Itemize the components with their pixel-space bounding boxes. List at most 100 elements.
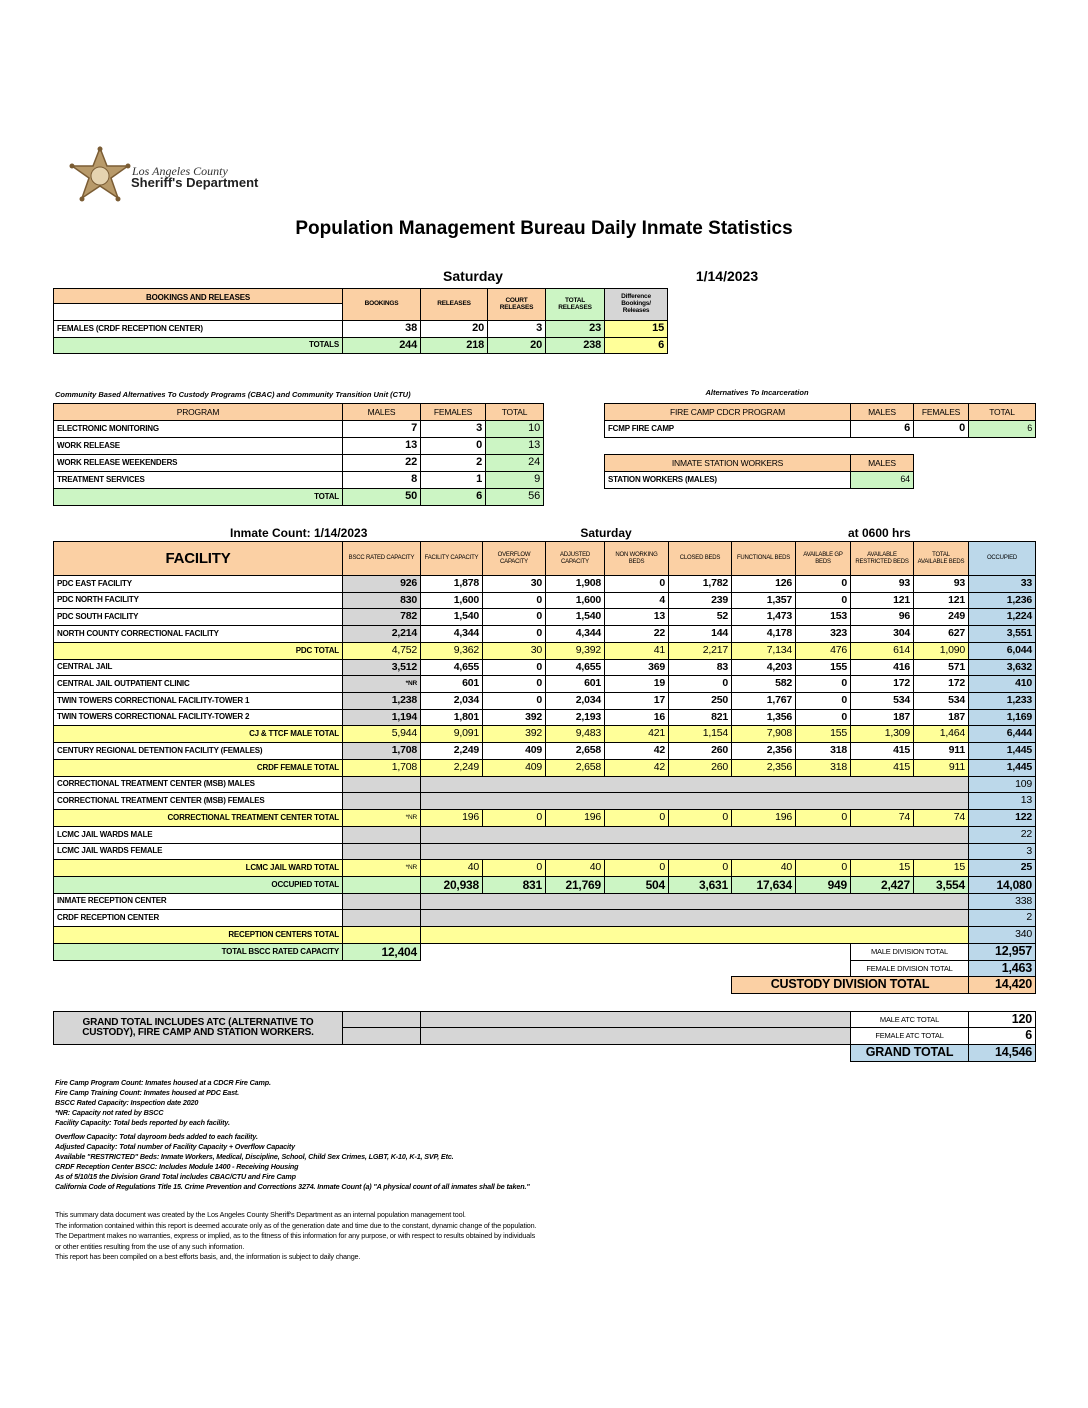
column-header: ADJUSTED CAPACITY bbox=[545, 541, 605, 576]
occupied-value: 25 bbox=[968, 859, 1036, 877]
value: 911 bbox=[913, 742, 969, 760]
value: 20 bbox=[420, 320, 488, 338]
value: 1,540 bbox=[420, 608, 483, 626]
empty-cell bbox=[342, 843, 421, 860]
value: 187 bbox=[850, 709, 914, 726]
value: 22 bbox=[342, 454, 421, 472]
row-label: WORK RELEASE WEEKENDERS bbox=[53, 454, 343, 472]
value: 409 bbox=[482, 742, 546, 760]
value: 0 bbox=[604, 809, 669, 827]
row-label: OCCUPIED TOTAL bbox=[53, 876, 343, 894]
row-label: STATION WORKERS (MALES) bbox=[604, 471, 851, 489]
value: 244 bbox=[342, 337, 421, 354]
value: 1,801 bbox=[420, 709, 483, 726]
value: 155 bbox=[795, 659, 851, 676]
row-label: PDC TOTAL bbox=[53, 642, 343, 660]
value: 1,464 bbox=[913, 725, 969, 743]
value: 30 bbox=[482, 575, 546, 593]
value: 2,249 bbox=[420, 742, 483, 760]
table-caption: Community Based Alternatives To Custody … bbox=[55, 390, 411, 399]
disclaimer-line: The Department makes no warranties, expr… bbox=[55, 1231, 536, 1241]
value: 2,249 bbox=[420, 759, 483, 777]
row-label: CENTURY REGIONAL DETENTION FACILITY (FEM… bbox=[53, 742, 343, 760]
row-label: INMATE RECEPTION CENTER bbox=[53, 893, 343, 910]
value: 4,752 bbox=[342, 642, 421, 660]
occupied-value: 1,445 bbox=[968, 742, 1036, 760]
value: 0 bbox=[420, 437, 486, 455]
division-label: MALE DIVISION TOTAL bbox=[850, 943, 969, 961]
value: 10 bbox=[485, 420, 544, 438]
value: 155 bbox=[795, 725, 851, 743]
value: 2,034 bbox=[420, 692, 483, 710]
value: 172 bbox=[913, 675, 969, 693]
row-label: TOTAL BSCC RATED CAPACITY bbox=[53, 943, 343, 961]
row-label: CORRECTIONAL TREATMENT CENTER (MSB) FEMA… bbox=[53, 792, 343, 810]
value: 6 bbox=[968, 420, 1036, 438]
grand-total-value: 14,546 bbox=[968, 1044, 1036, 1062]
value: 1,878 bbox=[420, 575, 483, 593]
value: 2 bbox=[420, 454, 486, 472]
footnote: *NR: Capacity not rated by BSCC bbox=[55, 1108, 164, 1118]
column-header: FACILITY bbox=[53, 541, 343, 576]
value: 4,344 bbox=[545, 625, 605, 643]
value: 0 bbox=[482, 809, 546, 827]
value: 0 bbox=[668, 809, 732, 827]
value: 6 bbox=[604, 337, 668, 354]
cell bbox=[53, 303, 343, 321]
empty-cell bbox=[342, 1011, 421, 1028]
value: 42 bbox=[604, 759, 669, 777]
value: 0 bbox=[795, 592, 851, 609]
occupied-value: 3 bbox=[968, 843, 1036, 860]
value: 15 bbox=[850, 859, 914, 877]
value: 0 bbox=[482, 608, 546, 626]
value: 2,658 bbox=[545, 759, 605, 777]
value: 534 bbox=[850, 692, 914, 710]
value: 7,134 bbox=[731, 642, 796, 660]
value: 9 bbox=[485, 471, 544, 489]
value: 571 bbox=[913, 659, 969, 676]
value: 1,708 bbox=[342, 759, 421, 777]
occupied-value: 33 bbox=[968, 575, 1036, 593]
value: 1,194 bbox=[342, 709, 421, 726]
occupied-value: 410 bbox=[968, 675, 1036, 693]
value: 1,600 bbox=[545, 592, 605, 609]
value: 1,708 bbox=[342, 742, 421, 760]
value: 17 bbox=[604, 692, 669, 710]
value: 9,091 bbox=[420, 725, 483, 743]
day: Saturday bbox=[443, 268, 503, 284]
column-header: FACILITY CAPACITY bbox=[420, 541, 483, 576]
value: 250 bbox=[668, 692, 732, 710]
value: 56 bbox=[485, 488, 544, 506]
occupied-value: 1,233 bbox=[968, 692, 1036, 710]
value: 1,356 bbox=[731, 709, 796, 726]
value: 64 bbox=[850, 471, 914, 489]
grand-total-note: GRAND TOTAL INCLUDES ATC (ALTERNATIVE TO… bbox=[53, 1011, 343, 1045]
grand-total-value: 6 bbox=[968, 1027, 1036, 1045]
division-value: 14,420 bbox=[968, 976, 1036, 994]
value: 20 bbox=[487, 337, 546, 354]
footnote: Adjusted Capacity: Total number of Facil… bbox=[55, 1141, 295, 1151]
value: 0 bbox=[913, 420, 969, 438]
value: 4,203 bbox=[731, 659, 796, 676]
column-header: FUNCTIONAL BEDS bbox=[731, 541, 796, 576]
value: 415 bbox=[850, 759, 914, 777]
row-label: LCMC JAIL WARD TOTAL bbox=[53, 859, 343, 877]
value: 1,600 bbox=[420, 592, 483, 609]
table-caption: Alternatives To Incarceration bbox=[705, 388, 809, 397]
value: 1,767 bbox=[731, 692, 796, 710]
count-day: Saturday bbox=[580, 526, 632, 540]
row-label: LCMC JAIL WARDS FEMALE bbox=[53, 843, 343, 860]
occupied-value: 109 bbox=[968, 776, 1036, 793]
value: 153 bbox=[795, 608, 851, 626]
division-label: FEMALE DIVISION TOTAL bbox=[850, 960, 969, 977]
footnote: Facility Capacity: Total beds reported b… bbox=[55, 1118, 230, 1128]
row-label: FEMALES (CRDF RECEPTION CENTER) bbox=[53, 320, 343, 338]
row-label: PDC SOUTH FACILITY bbox=[53, 608, 343, 626]
value: 0 bbox=[668, 675, 732, 693]
value: 249 bbox=[913, 608, 969, 626]
title: Population Management Bureau Daily Inmat… bbox=[295, 218, 793, 239]
value: 1,782 bbox=[668, 575, 732, 593]
footnote: California Code of Regulations Title 15.… bbox=[55, 1182, 530, 1191]
row-label: PDC EAST FACILITY bbox=[53, 575, 343, 593]
